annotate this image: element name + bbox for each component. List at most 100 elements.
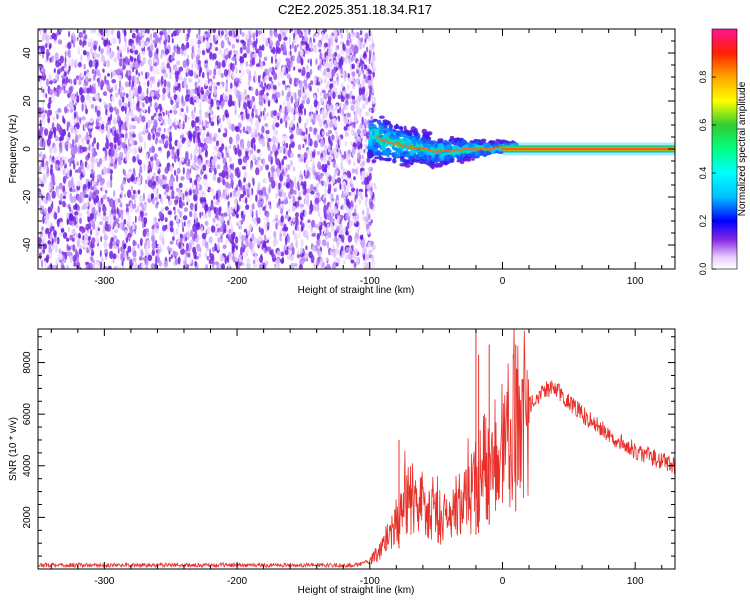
noise-speckle bbox=[90, 86, 94, 94]
noise-speckle bbox=[75, 214, 79, 222]
noise-speckle bbox=[165, 110, 168, 116]
noise-speckle bbox=[66, 217, 69, 226]
noise-speckle bbox=[94, 189, 100, 195]
noise-fringe bbox=[345, 190, 349, 196]
noise-speckle bbox=[153, 31, 158, 37]
noise-speckle bbox=[51, 172, 55, 182]
noise-speckle bbox=[278, 161, 281, 169]
noise-speckle bbox=[270, 249, 274, 258]
noise-speckle bbox=[254, 109, 258, 115]
noise-speckle bbox=[212, 75, 216, 80]
noise-fringe bbox=[344, 141, 348, 147]
noise-speckle bbox=[185, 105, 189, 114]
noise-speckle bbox=[216, 81, 221, 86]
noise-speckle bbox=[238, 100, 241, 109]
noise-speckle bbox=[265, 37, 268, 47]
noise-speckle bbox=[179, 233, 183, 239]
noise-speckle bbox=[240, 143, 244, 148]
noise-speckle bbox=[193, 179, 198, 186]
noise-speckle bbox=[67, 58, 71, 66]
noise-speckle bbox=[345, 184, 350, 191]
noise-speckle bbox=[217, 237, 221, 243]
noise-speckle bbox=[83, 188, 87, 195]
noise-speckle bbox=[344, 129, 347, 138]
noise-speckle bbox=[239, 56, 245, 64]
noise-speckle bbox=[89, 256, 94, 261]
noise-speckle bbox=[111, 95, 115, 103]
noise-speckle bbox=[363, 64, 368, 70]
noise-fringe bbox=[316, 225, 319, 230]
noise-speckle bbox=[199, 196, 205, 203]
noise-speckle bbox=[182, 120, 185, 129]
noise-speckle bbox=[187, 223, 190, 231]
noise-fringe bbox=[345, 206, 348, 212]
noise-fringe bbox=[328, 91, 331, 97]
noise-speckle bbox=[171, 38, 174, 44]
noise-speckle bbox=[280, 207, 284, 215]
noise-speckle bbox=[287, 164, 291, 170]
noise-fringe bbox=[319, 77, 323, 83]
noise-speckle bbox=[109, 250, 114, 260]
noise-speckle bbox=[68, 78, 71, 83]
noise-speckle bbox=[238, 48, 241, 57]
noise-speckle bbox=[55, 163, 59, 171]
noise-speckle bbox=[221, 143, 224, 148]
noise-speckle bbox=[107, 110, 110, 118]
noise-speckle bbox=[263, 221, 266, 230]
noise-speckle bbox=[143, 82, 148, 86]
noise-speckle bbox=[102, 157, 105, 164]
noise-speckle bbox=[294, 183, 298, 188]
noise-speckle bbox=[147, 58, 152, 67]
noise-speckle bbox=[110, 173, 113, 182]
noise-speckle bbox=[190, 38, 194, 47]
noise-speckle bbox=[286, 211, 288, 216]
noise-speckle bbox=[153, 153, 158, 158]
noise-speckle bbox=[216, 198, 221, 203]
noise-speckle bbox=[75, 75, 80, 80]
noise-speckle bbox=[142, 228, 147, 238]
noise-speckle bbox=[225, 193, 230, 200]
noise-speckle bbox=[95, 158, 99, 164]
noise-speckle bbox=[249, 208, 253, 216]
noise-speckle bbox=[132, 66, 135, 73]
noise-speckle bbox=[354, 194, 357, 203]
noise-speckle bbox=[250, 31, 253, 37]
noise-speckle bbox=[274, 155, 278, 163]
noise-speckle bbox=[160, 75, 164, 85]
noise-speckle bbox=[321, 89, 326, 94]
noise-speckle bbox=[76, 97, 79, 103]
noise-speckle bbox=[74, 202, 78, 210]
noise-fringe bbox=[355, 166, 359, 172]
noise-speckle bbox=[218, 231, 222, 236]
noise-speckle bbox=[223, 212, 228, 217]
noise-speckle bbox=[353, 261, 357, 269]
noise-speckle bbox=[189, 168, 192, 174]
noise-fringe bbox=[334, 129, 338, 135]
noise-speckle bbox=[146, 240, 150, 248]
noise-speckle bbox=[329, 60, 334, 69]
noise-speckle bbox=[88, 59, 93, 68]
noise-speckle bbox=[254, 252, 257, 260]
noise-speckle bbox=[261, 187, 266, 193]
noise-speckle bbox=[247, 230, 251, 237]
noise-fringe bbox=[343, 259, 346, 265]
noise-speckle bbox=[186, 89, 189, 96]
noise-speckle bbox=[299, 43, 303, 51]
noise-fringe bbox=[372, 255, 375, 260]
noise-speckle bbox=[258, 106, 262, 113]
noise-speckle bbox=[143, 217, 148, 225]
noise-speckle bbox=[275, 98, 278, 104]
noise-speckle bbox=[90, 29, 93, 35]
noise-speckle bbox=[132, 223, 135, 231]
noise-speckle bbox=[44, 207, 47, 215]
noise-speckle bbox=[123, 218, 127, 225]
noise-speckle bbox=[169, 220, 174, 228]
noise-speckle bbox=[113, 266, 117, 269]
noise-speckle bbox=[228, 69, 231, 79]
noise-speckle bbox=[47, 194, 52, 202]
noise-fringe bbox=[354, 138, 358, 144]
noise-speckle bbox=[261, 44, 265, 51]
noise-fringe bbox=[361, 170, 364, 176]
noise-speckle bbox=[55, 242, 58, 250]
noise-speckle bbox=[317, 161, 322, 170]
